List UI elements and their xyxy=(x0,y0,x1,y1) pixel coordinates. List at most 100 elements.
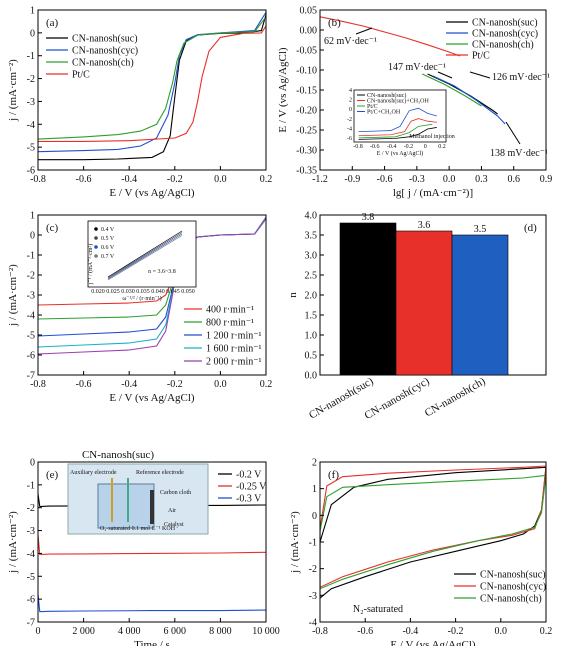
y-axis-label: E / V (vs Ag/AgCl) xyxy=(277,47,289,132)
schematic-label: Catalyst xyxy=(164,522,184,528)
legend-label: CN-nanosh(cyc) xyxy=(480,582,546,593)
series-line-f-1 xyxy=(320,465,546,588)
y-tick-label: -1 xyxy=(27,251,35,262)
slope-annotation: 147 mV·dec⁻¹ xyxy=(388,62,446,73)
x-axis-label: Time / s xyxy=(134,639,170,646)
y-tick-label: -6 xyxy=(27,595,35,606)
x-tick-label: -0.4 xyxy=(402,626,418,637)
y-tick-label: 0 xyxy=(312,511,317,522)
arrow xyxy=(505,121,521,145)
inset-marker xyxy=(94,245,98,249)
x-tick-label: 0.0 xyxy=(214,174,227,185)
inset-legend-label: 0.4 V xyxy=(101,227,115,233)
y-tick-label: -1 xyxy=(27,51,35,62)
inset-fit-line xyxy=(107,232,183,279)
panel-f: -0.8 -0.6 -0.4 -0.2 0.0 0.2 -4 -3 -2 -1 0 1 2 E / V (… xyxy=(289,458,552,646)
y-tick-label: -4 xyxy=(27,549,35,560)
panel-label: (d) xyxy=(524,222,537,234)
y-tick-label: -4 xyxy=(309,618,317,629)
y-tick-label: -1 xyxy=(27,480,35,491)
y-tick-label: -7 xyxy=(27,618,35,629)
y-tick-label: 0 xyxy=(30,458,35,469)
arrow xyxy=(355,27,373,35)
inset-annotation: Methanol injection xyxy=(409,134,455,140)
x-axis-label: lg[ j / (mA·cm⁻²)] xyxy=(393,187,473,199)
inset-x-tick: 0.020 xyxy=(91,289,105,295)
y-tick-label: 3.0 xyxy=(305,251,318,262)
legend-label: CN-nanosh(suc) xyxy=(480,570,546,581)
legend-label: CN-nanosh(cyc) xyxy=(472,29,538,40)
legend-label: -0.3 V xyxy=(236,494,262,505)
y-tick-label: -5 xyxy=(27,143,35,154)
x-tick-label: -0.8 xyxy=(30,174,46,185)
x-tick-label: -0.4 xyxy=(121,379,137,390)
y-tick-label: -3 xyxy=(309,591,317,602)
inset-legend-label: 0.7 V xyxy=(101,254,115,260)
legend-label: 1 600 r·min⁻¹ xyxy=(206,344,262,355)
panel-d: 0.0 0.5 1.0 1.5 2.0 2.5 3.0 3.5 4.0 3.8 CN-nanosh(… xyxy=(287,211,547,422)
y-tick-label: -0.35 xyxy=(296,166,317,177)
x-tick-label: -0.2 xyxy=(448,626,464,637)
legend-label: Pt/C xyxy=(72,70,90,81)
legend-label: Pt/C xyxy=(472,51,490,62)
x-tick-label: -1.2 xyxy=(312,174,328,185)
schematic-label: Reference electrode xyxy=(136,469,184,476)
inset-x-tick: 0 xyxy=(424,144,427,150)
inset-marker xyxy=(94,236,98,240)
y-axis-label: j / (mA·cm⁻²) xyxy=(7,59,19,122)
series-line-a-3 xyxy=(38,25,266,142)
inset-x-tick: 0.025 xyxy=(106,289,120,295)
y-tick-label: -0.30 xyxy=(296,146,317,157)
inset-x-tick: 0.2 xyxy=(438,144,446,150)
inset-y-tick: -2 xyxy=(347,117,352,123)
legend-label: 800 r·min⁻¹ xyxy=(206,318,254,329)
y-tick-label: -3 xyxy=(27,291,35,302)
y-tick-label: -2 xyxy=(27,503,35,514)
y-tick-label: -5 xyxy=(27,331,35,342)
inset-marker xyxy=(94,227,98,231)
inset-x-tick: -0.2 xyxy=(404,144,414,150)
y-tick-label: -3 xyxy=(27,526,35,537)
series-line-b-3 xyxy=(320,16,461,57)
bar-2 xyxy=(451,234,509,376)
inset-y-label: j⁻¹ / (mA⁻¹·cm²) xyxy=(87,244,94,285)
x-tick-label: -0.6 xyxy=(76,174,92,185)
legend-label: -0.2 V xyxy=(236,470,262,481)
x-tick-label: 0.9 xyxy=(540,174,553,185)
y-tick-label: -5 xyxy=(27,572,35,583)
x-tick-label: -0.2 xyxy=(167,379,183,390)
inset-x-tick: -0.6 xyxy=(370,144,380,150)
y-tick-label: 1 xyxy=(30,211,35,222)
panel-label: (b) xyxy=(328,17,341,29)
inset-y-tick: 0 xyxy=(349,107,352,113)
y-tick-label: 0 xyxy=(30,231,35,242)
x-tick-label: 0.0 xyxy=(443,174,456,185)
legend-label: CN-nanosh(cyc) xyxy=(72,46,138,57)
y-tick-label: 1 xyxy=(312,484,317,495)
legend-label: CN-nanosh(suc) xyxy=(72,34,138,45)
inset-frame xyxy=(87,220,197,288)
slope-annotation: 126 mV·dec⁻¹ xyxy=(492,72,550,83)
y-axis-label: n xyxy=(287,292,299,298)
y-tick-label: -2 xyxy=(309,564,317,575)
series-line-e-2 xyxy=(38,594,266,613)
inset-x-label: ω⁻¹/² / (r·min⁻¹) xyxy=(122,295,161,302)
condition-annotation: N₂-saturated xyxy=(353,604,403,615)
x-tick-label: -0.4 xyxy=(121,174,137,185)
y-tick-label: 0 xyxy=(30,28,35,39)
x-tick-label: 0.0 xyxy=(214,379,227,390)
x-tick-label: 0.2 xyxy=(260,379,273,390)
inset-x-label: E / V (vs Ag/AgCl) xyxy=(377,150,423,157)
inset-x-tick: 0.050 xyxy=(181,289,195,295)
inset-legend-label: 0.5 V xyxy=(101,236,115,242)
x-axis-label: E / V (vs Ag/AgCl) xyxy=(109,187,194,199)
y-tick-label: -2 xyxy=(27,74,35,85)
x-tick-label: -0.3 xyxy=(409,174,425,185)
x-axis-label: E / V (vs Ag/AgCl) xyxy=(109,392,194,404)
panel-a: -0.8 -0.6 -0.4 -0.2 0.0 0.2 -6 -5 -4 -3 -2 -1 0 1 E / … xyxy=(7,6,272,200)
series-line-e-1 xyxy=(38,535,266,556)
schematic-label: O₂-saturated 0.1 mol·L⁻¹ KOH xyxy=(100,526,176,532)
panel-label: (f) xyxy=(328,469,339,481)
inset-legend-label: Pt/C+CH₃OH xyxy=(367,110,401,116)
y-tick-label: 1.0 xyxy=(305,331,318,342)
